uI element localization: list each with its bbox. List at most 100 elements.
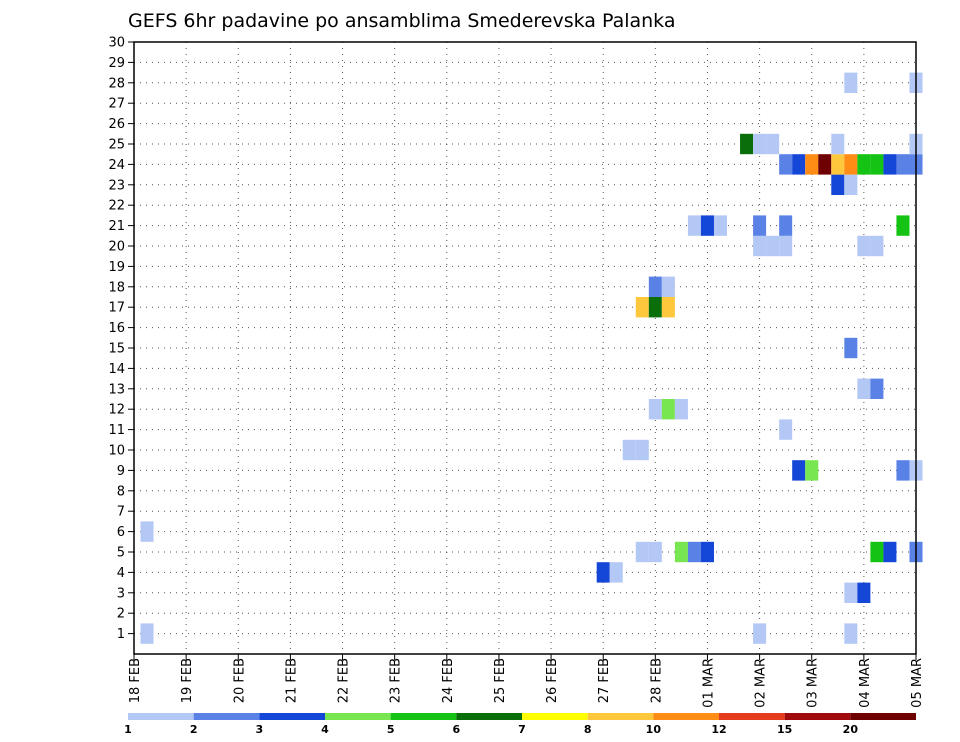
y-tick-label: 23 <box>108 178 125 193</box>
heatmap-cell <box>805 154 819 175</box>
colorbar-label: 3 <box>256 723 264 736</box>
heatmap-cell <box>857 235 871 257</box>
x-tick-label: 01 MAR <box>701 658 716 708</box>
colorbar-swatch <box>653 713 719 720</box>
colorbar-label: 1 <box>124 723 132 736</box>
colorbar-label: 12 <box>711 723 726 736</box>
heatmap-cell <box>896 460 910 481</box>
heatmap-cell <box>831 133 845 155</box>
heatmap-cell <box>844 337 858 359</box>
y-tick-label: 26 <box>108 117 125 132</box>
y-tick-label: 6 <box>117 525 125 540</box>
axis-layer: 1234567891011121314151617181920212223242… <box>108 36 925 708</box>
x-tick-label: 22 FEB <box>337 658 352 703</box>
x-tick-label: 25 FEB <box>493 658 508 703</box>
heatmap-cell <box>844 174 858 195</box>
heatmap-cell <box>740 133 754 155</box>
heatmap-cell <box>648 276 662 297</box>
y-tick-label: 10 <box>108 444 125 459</box>
x-tick-label: 24 FEB <box>441 658 456 703</box>
y-tick-label: 17 <box>108 301 125 316</box>
heatmap-cell <box>609 562 623 583</box>
colorbar-swatch <box>850 713 916 720</box>
y-tick-label: 29 <box>108 56 125 71</box>
colorbar-label: 10 <box>646 723 662 736</box>
heatmap-cell <box>857 378 871 399</box>
x-tick-label: 27 FEB <box>597 658 612 703</box>
y-tick-label: 13 <box>108 382 125 397</box>
heatmap-cell <box>753 133 767 155</box>
x-tick-label: 02 MAR <box>754 658 769 708</box>
y-tick-label: 30 <box>108 36 125 51</box>
y-tick-label: 24 <box>108 158 125 173</box>
grid-layer <box>134 42 916 654</box>
heatmap-cell <box>844 582 858 603</box>
heatmap-cell <box>687 215 701 236</box>
heatmap-cell <box>792 154 806 175</box>
heatmap-cell <box>635 297 649 318</box>
heatmap-cell <box>883 154 897 175</box>
heatmap-cell <box>753 215 767 236</box>
heatmap-cell <box>766 235 780 257</box>
heatmap-cell <box>622 439 636 461</box>
heatmap-cell <box>661 297 675 318</box>
y-tick-label: 25 <box>108 138 125 153</box>
heatmap-cell <box>700 541 714 563</box>
x-tick-label: 28 FEB <box>649 658 664 703</box>
colorbar-label: 15 <box>777 723 792 736</box>
colorbar-swatch <box>719 713 785 720</box>
heatmap-cell <box>648 541 662 563</box>
heatmap-cell <box>844 72 858 93</box>
colorbar-swatch <box>193 713 260 720</box>
heatmap-cell <box>779 235 793 257</box>
x-tick-label: 21 FEB <box>284 658 299 703</box>
heatmap-cell <box>831 154 845 175</box>
y-tick-label: 22 <box>108 199 125 214</box>
x-tick-label: 20 FEB <box>232 658 247 703</box>
y-tick-label: 3 <box>117 586 125 601</box>
heatmap-cell <box>661 399 675 420</box>
x-tick-label: 04 MAR <box>858 658 873 708</box>
heatmap-cell <box>596 562 610 583</box>
colorbar-label: 4 <box>321 723 329 736</box>
heatmap-cell <box>831 174 845 195</box>
colorbar-label: 6 <box>453 723 461 736</box>
heatmap-cell <box>674 399 688 420</box>
heatmap-cell <box>713 215 728 236</box>
y-tick-label: 11 <box>108 423 125 438</box>
y-tick-label: 20 <box>108 240 125 255</box>
colorbar: 1 2 3 4 5 6 7 8 10 12 15 20 <box>124 713 916 736</box>
y-tick-label: 28 <box>108 76 125 91</box>
colorbar-swatch <box>128 713 194 720</box>
y-tick-label: 14 <box>108 362 125 377</box>
y-tick-label: 12 <box>108 403 125 418</box>
y-tick-label: 4 <box>117 566 125 581</box>
heatmap-cell <box>844 154 858 175</box>
heatmap-cell <box>883 541 897 563</box>
heatmap-cell <box>140 521 154 542</box>
heatmap-cell <box>896 215 910 236</box>
x-tick-label: 26 FEB <box>545 658 560 703</box>
cells-layer <box>140 72 923 644</box>
y-tick-label: 2 <box>117 607 125 622</box>
heatmap-cell <box>766 133 780 155</box>
colorbar-label: 5 <box>387 723 395 736</box>
x-tick-label: 23 FEB <box>389 658 404 703</box>
y-tick-label: 15 <box>108 342 125 357</box>
heatmap-cell <box>674 541 688 563</box>
heatmap-cell <box>857 582 871 603</box>
y-tick-label: 7 <box>117 505 125 520</box>
x-tick-label: 03 MAR <box>806 658 821 708</box>
colorbar-swatch <box>456 713 522 720</box>
heatmap-cell <box>779 154 793 175</box>
x-tick-label: 05 MAR <box>910 658 925 708</box>
heatmap-cell <box>140 623 154 644</box>
colorbar-label: 20 <box>843 723 859 736</box>
y-tick-label: 27 <box>108 97 125 112</box>
heatmap-cell <box>818 154 832 175</box>
colorbar-swatch <box>522 713 588 720</box>
colorbar-swatch <box>390 713 457 720</box>
heatmap-cell <box>870 378 884 399</box>
colorbar-label: 7 <box>518 723 526 736</box>
